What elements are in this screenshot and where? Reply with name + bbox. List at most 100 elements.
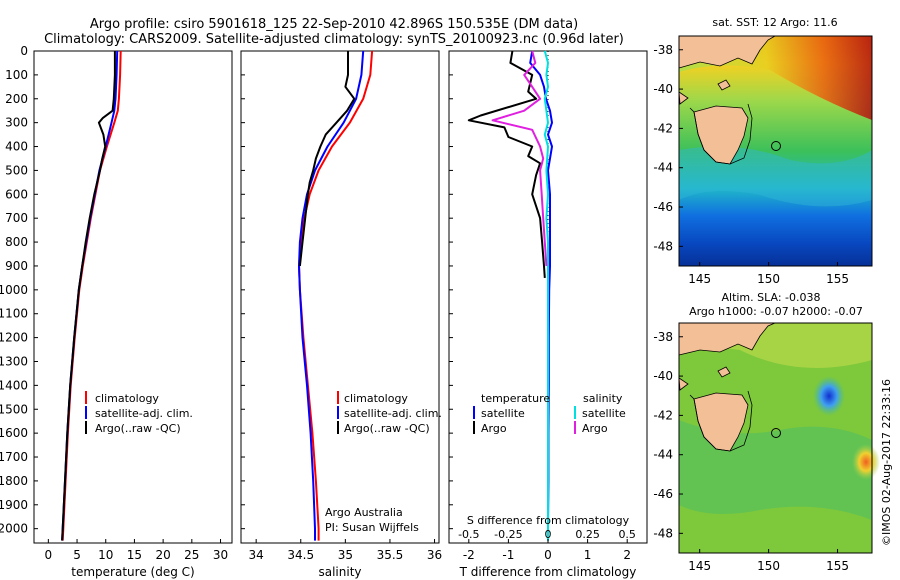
sla-map-subtitle: Argo h1000: -0.07 h2000: -0.07 xyxy=(689,305,863,318)
sla-map-title: Altim. SLA: -0.038 xyxy=(721,291,820,304)
s-difference-axis-label: S difference from climatology xyxy=(467,514,630,527)
legend-satellite-label: satellite-adj. clim. xyxy=(95,407,193,420)
lat-tick-label: -40 xyxy=(653,369,673,383)
x-tick-label: 15 xyxy=(127,548,142,562)
s-tick-label: 0.5 xyxy=(618,528,636,541)
salinity-legend: climatology satellite-adj. clim. Argo(..… xyxy=(337,391,442,435)
annotation-pi: PI: Susan Wijffels xyxy=(325,521,419,534)
sst-map: sat. SST: 12 Argo: 11.6 -38 -40 -42 -44 -46 -… xyxy=(653,16,873,286)
salinity-axis-label: salinity xyxy=(318,565,361,579)
sst-map-frame xyxy=(678,35,873,267)
t-difference-axis-label: T difference from climatology xyxy=(459,565,637,579)
shelf-contour xyxy=(689,390,753,452)
lon-tick-label: 145 xyxy=(688,272,711,286)
lon-tick-label: 155 xyxy=(826,272,849,286)
lat-tick-label: -48 xyxy=(653,239,673,253)
flinders-island xyxy=(717,366,731,378)
depth-tick-label: 1700 xyxy=(0,450,28,464)
difference-panel: -2 -1 0 1 2 S difference from climatology -0… xyxy=(448,50,648,579)
legend-climatology-label: climatology xyxy=(95,392,159,405)
figure-title: Argo profile: csiro 5901618_125 22-Sep-2… xyxy=(90,17,578,32)
depth-tick-label: 1400 xyxy=(0,378,28,392)
lat-tick-label: -42 xyxy=(653,121,673,135)
x-tick-label: -1 xyxy=(502,548,514,562)
x-tick-label: 2 xyxy=(623,548,631,562)
depth-tick-label: 1900 xyxy=(0,498,28,512)
legend-argo-label: Argo(..raw -QC) xyxy=(95,422,181,435)
salinity-panel: 34 34.5 35 35.5 36 salinity climatology sate… xyxy=(240,50,442,579)
s-tick-label: 0 xyxy=(545,528,552,541)
sla-map: Altim. SLA: -0.038 Argo h1000: -0.07 h20… xyxy=(653,291,880,573)
legend-t-satellite-label: satellite xyxy=(481,407,525,420)
depth-tick-label: 100 xyxy=(5,68,28,82)
legend-satellite-label: satellite-adj. clim. xyxy=(344,407,442,420)
series-line-salinity-argo xyxy=(491,50,548,267)
lat-tick-label: -38 xyxy=(653,330,673,344)
x-tick-label: 0 xyxy=(45,548,53,562)
s-tick-label: -0.25 xyxy=(494,528,522,541)
depth-tick-label: 1200 xyxy=(0,331,28,345)
temperature-legend: climatology satellite-adj. clim. Argo(..… xyxy=(85,391,193,435)
depth-tick-label: 500 xyxy=(5,163,28,177)
lat-tick-label: -42 xyxy=(653,408,673,422)
x-tick-label: -2 xyxy=(463,548,475,562)
lon-tick-label: 150 xyxy=(757,272,780,286)
legend-temperature-title: temperature xyxy=(481,392,550,405)
sla-map-frame xyxy=(678,322,873,554)
depth-tick-label: 200 xyxy=(5,92,28,106)
difference-legend: temperature satellite Argo salinity sate… xyxy=(473,392,626,435)
lon-tick-label: 145 xyxy=(688,559,711,573)
x-tick-label: 35.5 xyxy=(377,548,404,562)
legend-t-argo-label: Argo xyxy=(481,422,507,435)
sla-low-eddy xyxy=(813,376,845,416)
legend-salinity-title: salinity xyxy=(583,392,623,405)
x-tick-label: 5 xyxy=(73,548,81,562)
depth-tick-label: 400 xyxy=(5,140,28,154)
series-line-salinity-satellite xyxy=(543,50,549,541)
s-tick-label: -0.5 xyxy=(458,528,479,541)
x-tick-label: 20 xyxy=(155,548,170,562)
x-tick-label: 0 xyxy=(544,548,552,562)
lat-tick-label: -46 xyxy=(653,200,673,214)
lon-tick-label: 150 xyxy=(757,559,780,573)
x-tick-label: 30 xyxy=(213,548,228,562)
lat-tick-label: -44 xyxy=(653,448,673,462)
x-tick-label: 10 xyxy=(98,548,113,562)
depth-tick-label: 600 xyxy=(5,187,28,201)
x-tick-label: 25 xyxy=(184,548,199,562)
depth-tick-label: 300 xyxy=(5,116,28,130)
temperature-panel: 0 5 10 15 20 25 30 0 100 200 300 400 500 600 700 800 90… xyxy=(0,44,233,579)
lat-tick-label: -44 xyxy=(653,161,673,175)
lat-tick-label: -40 xyxy=(653,82,673,96)
temperature-axis-label: temperature (deg C) xyxy=(71,565,194,579)
lat-tick-label: -46 xyxy=(653,487,673,501)
depth-tick-label: 800 xyxy=(5,235,28,249)
x-tick-label: 35 xyxy=(338,548,353,562)
depth-tick-label: 900 xyxy=(5,259,28,273)
series-line-temperature-argo xyxy=(467,50,546,278)
series-line-argo-raw-qc xyxy=(61,51,116,541)
depth-tick-label: 1500 xyxy=(0,402,28,416)
legend-climatology-label: climatology xyxy=(344,392,408,405)
annotation-argo-australia: Argo Australia xyxy=(325,506,403,519)
sst-map-title: sat. SST: 12 Argo: 11.6 xyxy=(712,16,837,29)
s-tick-label: 0.25 xyxy=(575,528,600,541)
depth-tick-label: 1300 xyxy=(0,354,28,368)
sla-high-eddy xyxy=(852,444,880,480)
depth-tick-label: 1000 xyxy=(0,283,28,297)
x-tick-label: 36 xyxy=(427,548,442,562)
depth-tick-label: 700 xyxy=(5,211,28,225)
lon-tick-label: 155 xyxy=(826,559,849,573)
legend-s-argo-label: Argo xyxy=(582,422,608,435)
figure-subtitle: Climatology: CARS2009. Satellite-adjuste… xyxy=(44,32,624,47)
series-line-satellite-adj-clim xyxy=(298,50,365,541)
depth-tick-label: 2000 xyxy=(0,522,28,536)
lat-tick-label: -38 xyxy=(653,43,673,57)
imos-timestamp: ©IMOS 02-Aug-2017 22:33:16 xyxy=(880,379,893,546)
series-line-argo-raw-qc xyxy=(298,51,356,267)
salinity-plot-frame xyxy=(240,50,440,544)
legend-argo-label: Argo(..raw -QC) xyxy=(344,422,430,435)
x-tick-label: 34 xyxy=(249,548,264,562)
